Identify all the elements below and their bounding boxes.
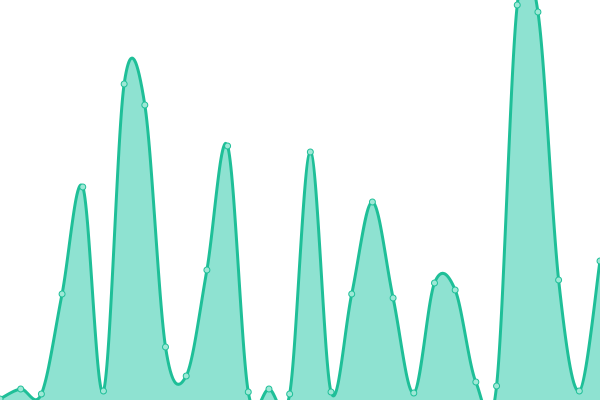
- data-point-24: [493, 382, 501, 390]
- data-point-10: [203, 266, 211, 274]
- data-point-13: [265, 385, 273, 393]
- data-point-22: [451, 286, 459, 294]
- data-point-1: [17, 385, 25, 393]
- data-point-25: [513, 1, 521, 9]
- data-point-7: [141, 101, 149, 109]
- data-point-19: [389, 294, 397, 302]
- data-point-6: [120, 80, 128, 88]
- data-point-0: [0, 395, 4, 400]
- data-point-20: [410, 389, 418, 397]
- data-point-4: [79, 183, 87, 191]
- data-point-23: [472, 378, 480, 386]
- data-point-8: [162, 343, 170, 351]
- data-point-17: [348, 290, 356, 298]
- data-point-27: [555, 276, 563, 284]
- data-point-11: [224, 142, 232, 150]
- data-point-5: [99, 387, 107, 395]
- data-point-16: [327, 388, 335, 396]
- data-point-9: [182, 372, 190, 380]
- data-point-15: [306, 148, 314, 156]
- data-point-14: [286, 390, 294, 398]
- data-point-21: [430, 279, 438, 287]
- data-point-28: [575, 387, 583, 395]
- data-point-18: [368, 198, 376, 206]
- data-point-12: [244, 388, 252, 396]
- data-point-26: [534, 8, 542, 16]
- data-point-3: [58, 290, 66, 298]
- data-point-2: [37, 390, 45, 398]
- data-point-29: [596, 257, 600, 265]
